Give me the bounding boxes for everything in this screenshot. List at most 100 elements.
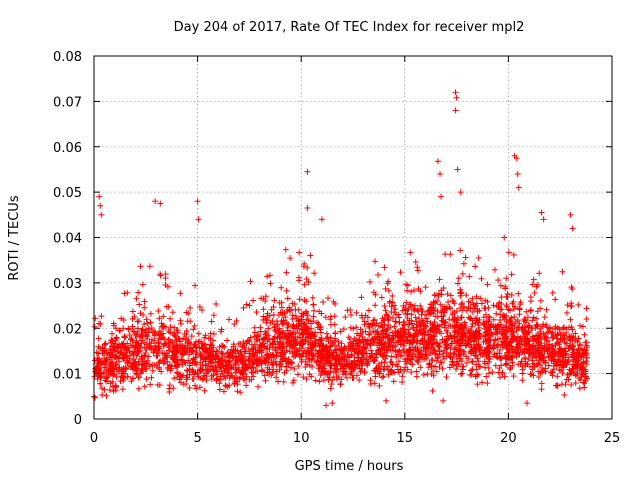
data-point — [105, 372, 112, 379]
data-point — [325, 295, 332, 302]
data-point — [202, 332, 209, 339]
data-point — [122, 370, 129, 377]
data-point — [437, 170, 444, 177]
data-point — [123, 345, 130, 352]
data-point — [337, 381, 344, 388]
data-point — [514, 170, 521, 177]
data-point — [119, 386, 126, 393]
data-point — [220, 373, 227, 380]
data-point — [455, 275, 462, 282]
data-point — [131, 328, 138, 335]
data-point — [102, 357, 109, 364]
data-point — [143, 376, 150, 383]
data-point — [181, 331, 188, 338]
data-point — [575, 301, 582, 308]
data-point — [118, 315, 125, 322]
data-point — [112, 364, 119, 371]
data-point — [231, 381, 238, 388]
data-point — [95, 364, 102, 371]
data-point — [452, 107, 459, 114]
data-point — [222, 382, 229, 389]
data-point — [112, 353, 119, 360]
data-point — [457, 247, 464, 254]
data-point — [97, 374, 104, 381]
data-point — [160, 323, 167, 330]
data-point — [117, 378, 124, 385]
data-point — [510, 373, 517, 380]
data-point — [148, 374, 155, 381]
data-point — [491, 266, 498, 273]
data-point — [366, 307, 373, 314]
data-point — [141, 298, 148, 305]
data-point — [110, 320, 117, 327]
data-point — [250, 297, 257, 304]
data-point — [284, 295, 291, 302]
data-point — [252, 368, 259, 375]
data-point — [96, 359, 103, 366]
data-point — [132, 332, 139, 339]
data-point — [191, 322, 198, 329]
data-point — [117, 350, 124, 357]
data-point — [411, 287, 418, 294]
data-point — [554, 373, 561, 380]
data-point — [202, 341, 209, 348]
data-point — [538, 209, 545, 216]
data-point — [260, 306, 267, 313]
data-point — [198, 306, 205, 313]
data-point — [372, 302, 379, 309]
data-point — [135, 348, 142, 355]
data-point — [226, 358, 233, 365]
data-point — [193, 385, 200, 392]
data-point — [174, 347, 181, 354]
data-point — [543, 306, 550, 313]
data-point — [447, 251, 454, 258]
data-point — [438, 291, 445, 298]
data-point — [109, 378, 116, 385]
data-point — [495, 277, 502, 284]
data-point — [563, 309, 570, 316]
data-point — [311, 270, 318, 277]
data-point — [133, 365, 140, 372]
data-point — [222, 362, 229, 369]
data-point — [177, 290, 184, 297]
data-point — [549, 289, 556, 296]
data-point — [162, 275, 169, 282]
data-point — [332, 329, 339, 336]
data-point — [92, 394, 99, 401]
data-point — [327, 321, 334, 328]
y-tick-label: 0.07 — [53, 95, 82, 110]
data-point — [120, 325, 127, 332]
data-point — [323, 330, 330, 337]
data-point — [552, 296, 559, 303]
x-tick-label: 0 — [90, 431, 98, 446]
data-point — [141, 361, 148, 368]
data-point — [237, 340, 244, 347]
data-point — [253, 309, 260, 316]
data-point — [164, 358, 171, 365]
data-point — [454, 166, 461, 173]
data-point — [399, 379, 406, 386]
data-point — [166, 336, 173, 343]
data-point — [266, 272, 273, 279]
data-point — [497, 282, 504, 289]
data-point — [343, 374, 350, 381]
data-point — [304, 264, 311, 271]
data-point — [166, 382, 173, 389]
data-point — [124, 373, 131, 380]
data-point — [301, 297, 308, 304]
data-point — [536, 270, 543, 277]
data-point — [453, 366, 460, 373]
data-point — [453, 94, 460, 101]
data-point — [515, 290, 522, 297]
data-point — [312, 377, 319, 384]
data-point — [452, 89, 459, 96]
data-point — [289, 379, 296, 386]
data-point — [414, 264, 421, 271]
data-point — [98, 211, 105, 218]
data-point — [567, 316, 574, 323]
data-point — [486, 370, 493, 377]
data-point — [147, 310, 154, 317]
data-point — [530, 360, 537, 367]
data-points — [91, 89, 590, 409]
data-point — [412, 258, 419, 265]
